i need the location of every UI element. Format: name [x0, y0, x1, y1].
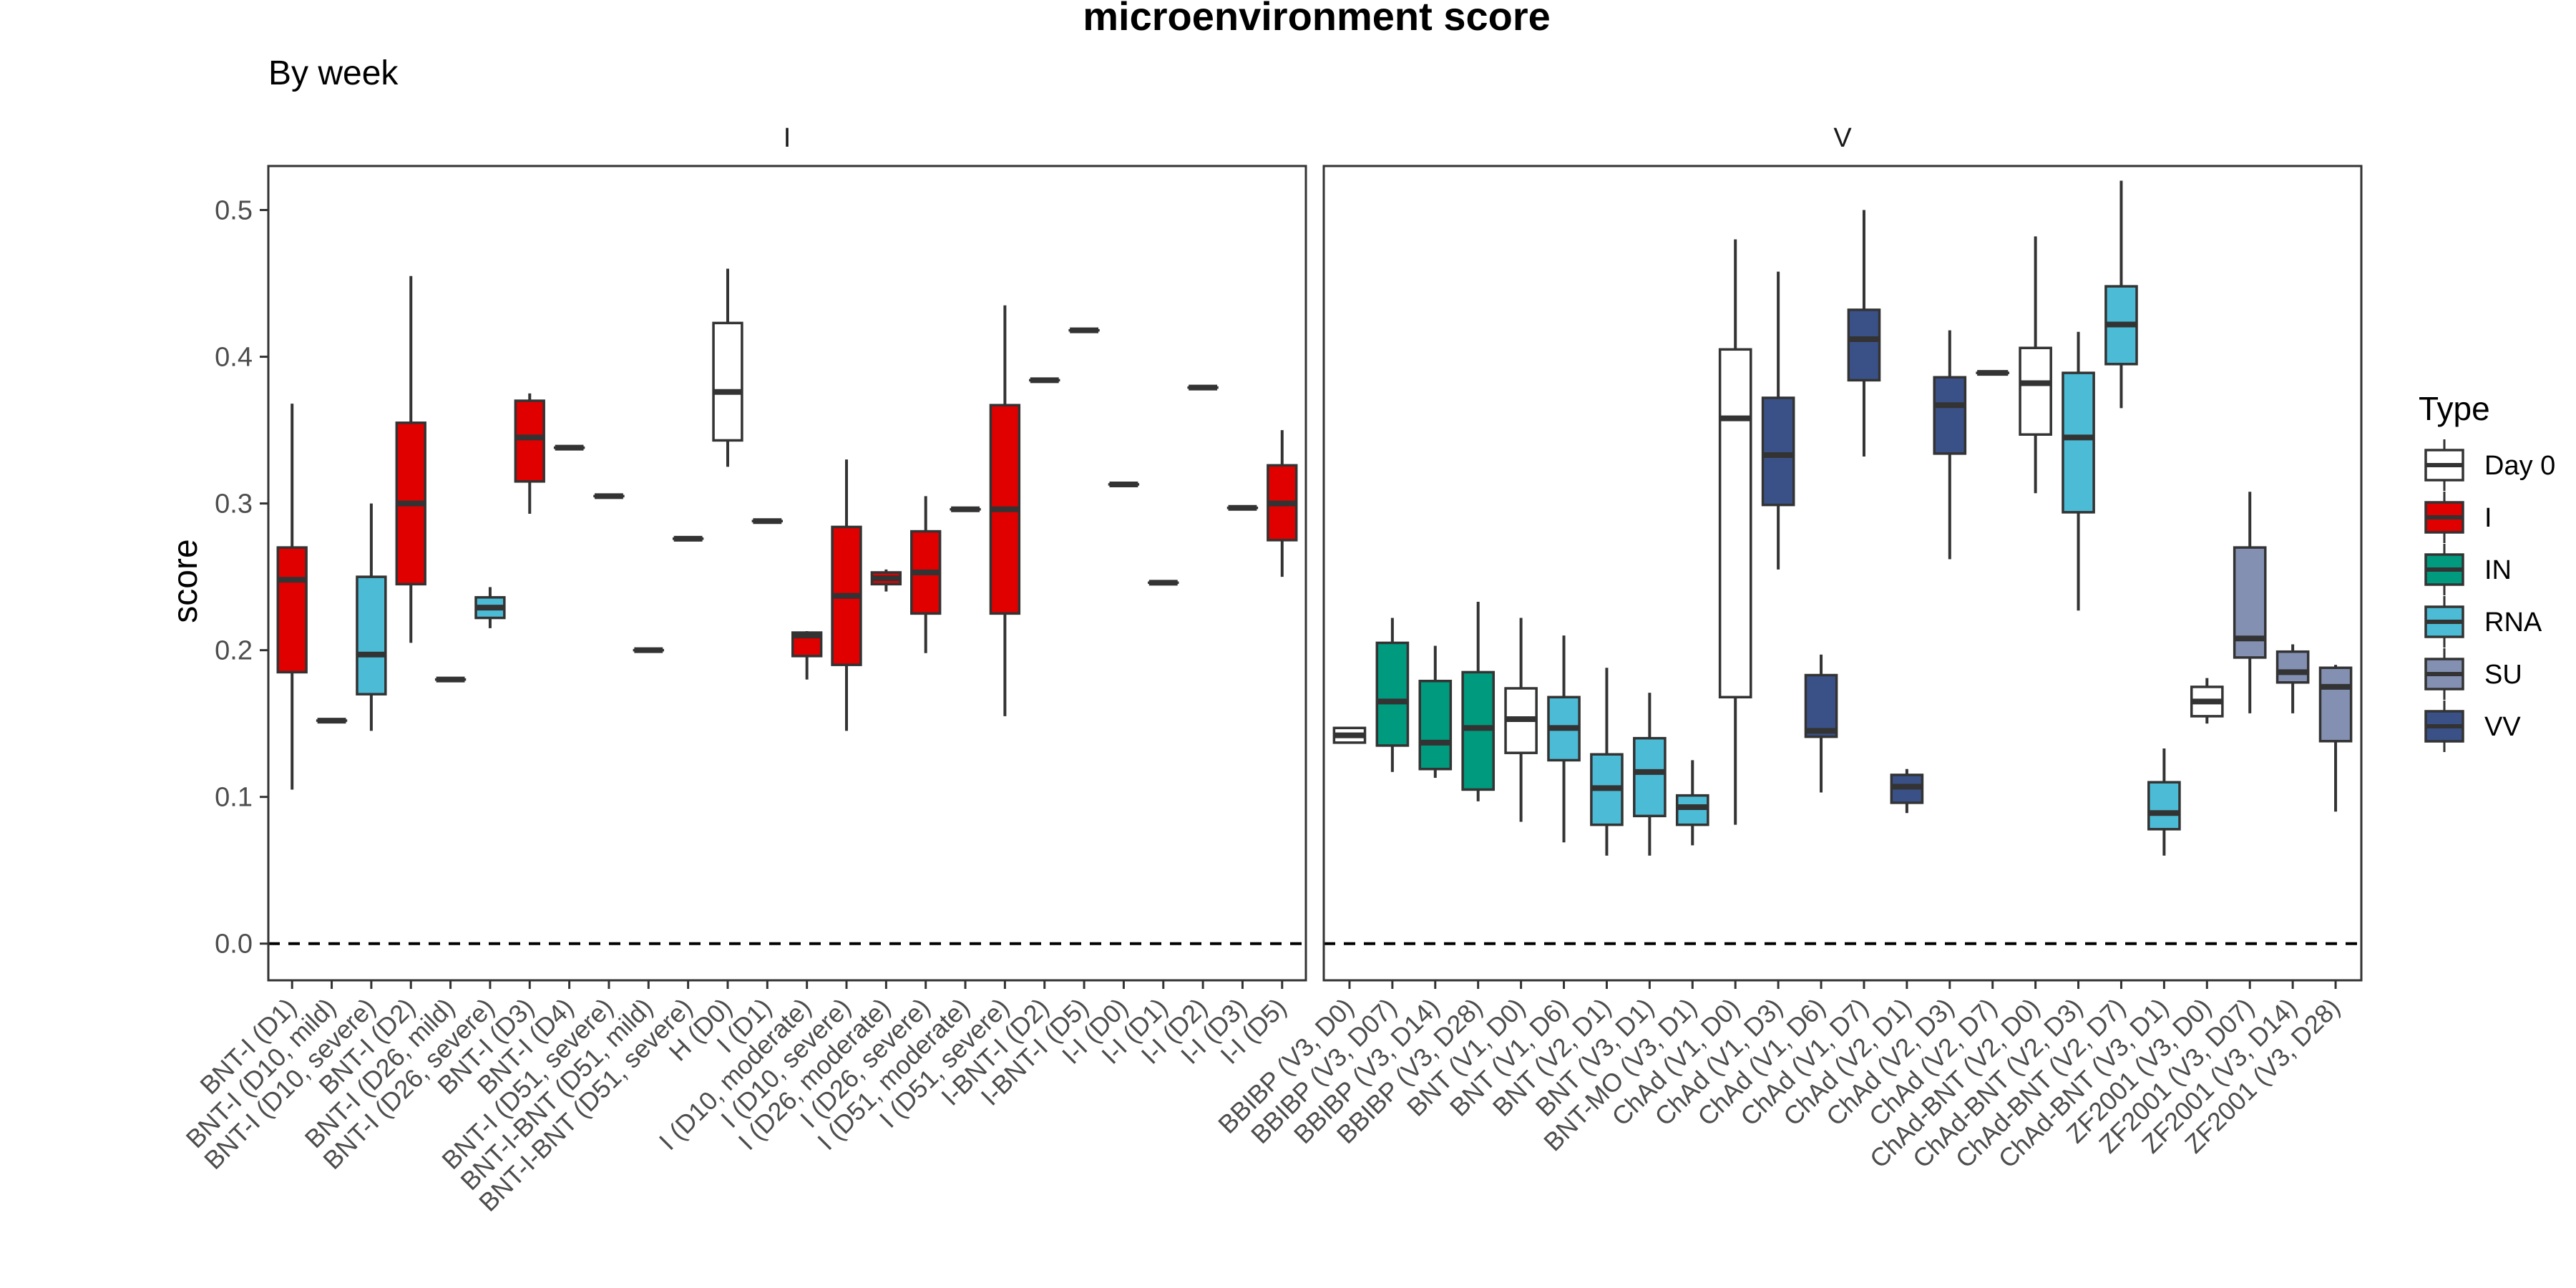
box-body: [1461, 670, 1496, 791]
box-ZF2001 (V3, D28): [2318, 665, 2353, 812]
box-ChAd (V1, D6): [1804, 654, 1838, 793]
box-I (D10, moderate): [791, 630, 823, 680]
box-body: [2062, 371, 2095, 514]
box-I (D10, severe): [831, 459, 862, 731]
legend-entry-I: I: [2424, 492, 2492, 543]
box-body: [1847, 308, 1881, 382]
legend-entry-IN: IN: [2424, 544, 2512, 595]
box-body: [1375, 641, 1410, 747]
box-BNT-I (D1): [276, 404, 308, 790]
box-body: [1675, 794, 1709, 826]
box-body: [1418, 679, 1453, 771]
legend-entry-Day 0: Day 0: [2424, 439, 2555, 491]
box-body: [276, 546, 308, 674]
box-body: [1761, 396, 1795, 507]
box-BNT-I (D2): [395, 275, 426, 643]
box-BBIBP (V3, D0): [1332, 726, 1367, 744]
y-tick-label: 0.2: [215, 636, 253, 666]
panel-border: [1322, 165, 2363, 982]
box-BNT-I (D3): [514, 393, 545, 514]
y-tick-label: 0.0: [215, 930, 253, 960]
box-body: [1718, 348, 1752, 699]
box-body: [2147, 781, 2181, 831]
legend-entry-RNA: RNA: [2424, 596, 2542, 648]
box-BNT (V1, D0): [1504, 618, 1538, 822]
box-body: [1804, 673, 1838, 738]
box-body: [2275, 650, 2310, 684]
box-BBIBP (V3, D07): [1375, 618, 1410, 772]
box-I (D26, moderate): [870, 569, 902, 592]
box-BBIBP (V3, D28): [1461, 601, 1496, 801]
box-BBIBP (V3, D14): [1418, 645, 1453, 779]
y-tick-label: 0.4: [215, 343, 253, 373]
chart-subtitle: By week: [268, 54, 399, 92]
panel-border: [267, 165, 1307, 982]
y-tick-label: 0.3: [215, 489, 253, 519]
panel-strip-label: V: [1833, 123, 1852, 153]
legend-label: SU: [2484, 660, 2522, 690]
box-BNT (V2, D1): [1590, 668, 1624, 856]
box-body: [2019, 346, 2052, 436]
box-ChAd-BNT (V2, D0): [2019, 236, 2052, 494]
legend-label: I: [2484, 503, 2492, 533]
box-BNT-MO (V3, D1): [1675, 760, 1709, 846]
box-body: [356, 575, 387, 696]
box-ChAd-BNT (V2, D7): [2104, 180, 2138, 409]
box-ChAd (V2, D3): [1933, 330, 1967, 560]
box-I-I (D5): [1267, 430, 1298, 577]
box-body: [514, 399, 545, 483]
box-ZF2001 (V3, D0): [2190, 678, 2224, 724]
box-BNT-I (D26, severe): [474, 587, 506, 628]
box-I (D51, severe): [989, 305, 1021, 716]
legend-entry-VV: VV: [2424, 701, 2521, 752]
chart-title: microenvironment score: [1083, 0, 1551, 39]
legend-label: RNA: [2484, 608, 2542, 638]
box-I (D26, severe): [910, 496, 942, 653]
panel-strip-label: I: [784, 123, 791, 153]
box-BNT (V3, D1): [1633, 693, 1667, 856]
box-body: [712, 321, 743, 442]
box-ZF2001 (V3, D14): [2275, 644, 2310, 713]
y-tick-label: 0.5: [215, 196, 253, 226]
box-ChAd (V1, D3): [1761, 271, 1795, 570]
legend: Type Day 0 I IN RNA SU VV: [2419, 390, 2555, 752]
box-body: [1633, 736, 1667, 818]
y-tick-label: 0.1: [215, 783, 253, 813]
legend-label: VV: [2484, 712, 2521, 742]
box-H (D0): [712, 268, 743, 467]
legend-title: Type: [2419, 390, 2490, 427]
box-BNT (V1, D6): [1547, 635, 1581, 843]
legend-label: IN: [2484, 555, 2512, 585]
box-ZF2001 (V3, D07): [2233, 492, 2267, 713]
box-body: [1933, 376, 1967, 455]
box-ChAd-BNT (V3, D1): [2147, 748, 2181, 856]
box-BNT-I (D10, severe): [356, 503, 387, 731]
y-axis-label: score: [167, 539, 205, 623]
legend-entry-SU: SU: [2424, 648, 2522, 700]
legend-label: Day 0: [2484, 451, 2555, 481]
box-body: [2318, 666, 2353, 743]
box-ChAd-BNT (V2, D3): [2062, 331, 2095, 611]
box-ChAd (V1, D0): [1718, 239, 1752, 825]
box-ChAd (V1, D7): [1847, 210, 1881, 457]
box-ChAd (V2, D1): [1890, 769, 1924, 814]
